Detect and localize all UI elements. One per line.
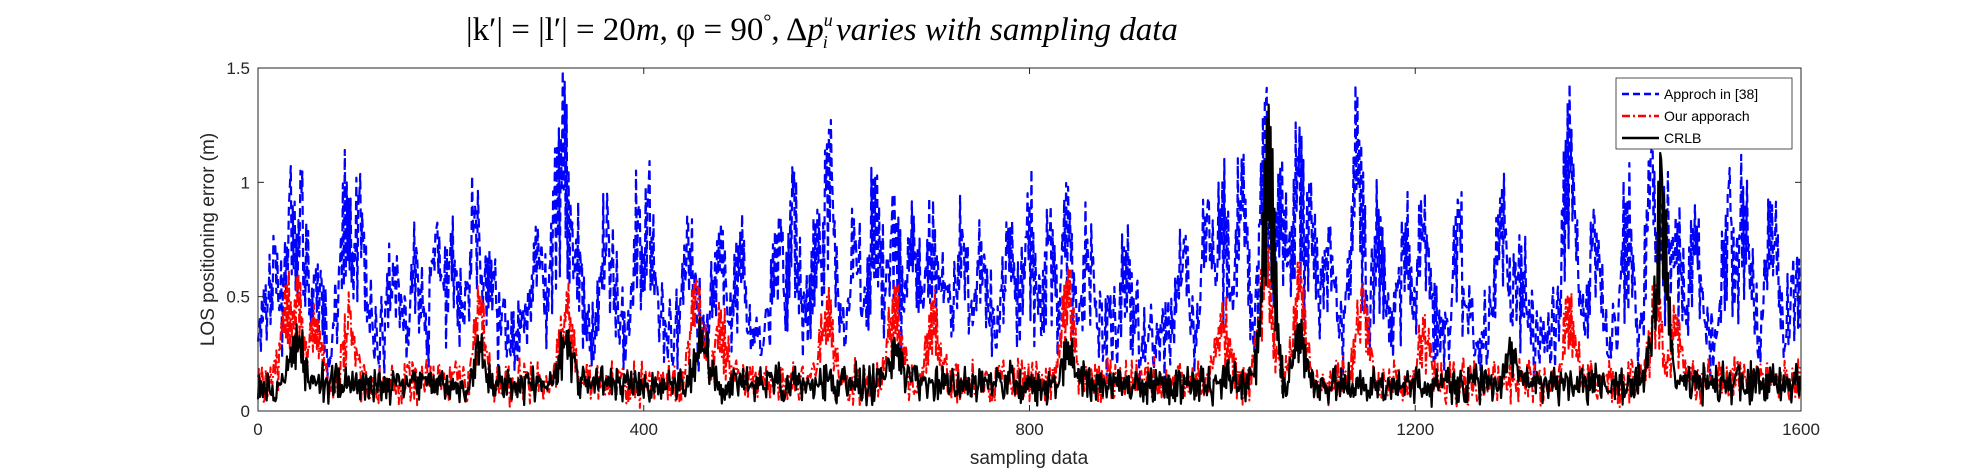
legend: Approch in [38] Our apporach CRLB	[1615, 77, 1793, 150]
x-tick-label: 400	[630, 420, 658, 439]
y-tick-label: 0	[241, 402, 250, 421]
x-tick-label: 800	[1015, 420, 1043, 439]
series-line-approch	[256, 69, 1802, 385]
y-axis-label: LOS positioning error (m)	[198, 133, 219, 346]
x-axis-label: sampling data	[970, 448, 1089, 469]
y-tick-label: 1	[241, 173, 250, 192]
legend-text-ours: Our apporach	[1664, 108, 1750, 124]
chart-title: |k′| = |l′| = 20m, φ = 90°, Δpu i varies …	[466, 10, 1178, 52]
y-tick-label: 0.5	[226, 288, 250, 307]
legend-text-crlb: CRLB	[1664, 130, 1701, 146]
legend-text-approch: Approch in [38]	[1664, 86, 1758, 102]
x-tick-label: 1200	[1396, 420, 1434, 439]
y-tick-label: 1.5	[226, 59, 250, 78]
series-layer	[256, 69, 1802, 410]
x-tick-label: 1600	[1782, 420, 1820, 439]
series-line-crlb	[256, 103, 1802, 408]
tick-layer: 0 400 800 1200 1600 0 0.5 1 1.5	[226, 59, 1820, 439]
x-tick-label: 0	[253, 420, 262, 439]
